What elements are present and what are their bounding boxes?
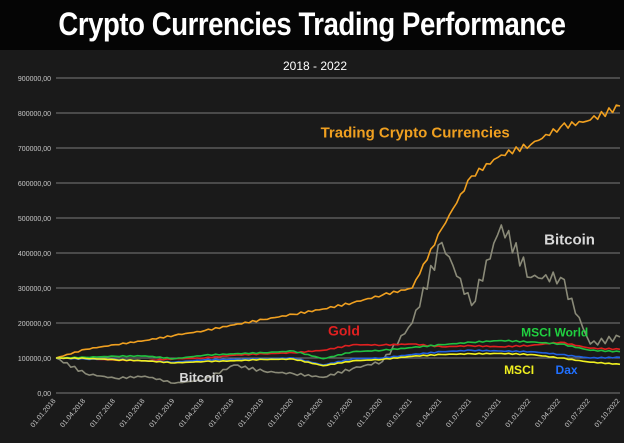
x-tick-label: 01.01.2018 (30, 398, 58, 429)
y-tick-label: 700000,00 (18, 146, 51, 153)
x-tick-label: 01.04.2018 (59, 398, 87, 429)
y-tick-label: 400000,00 (18, 251, 51, 258)
x-tick-label: 01.10.2021 (475, 398, 503, 429)
x-tick-label: 01.07.2021 (445, 398, 473, 429)
x-tick-label: 01.01.2020 (267, 398, 295, 429)
x-tick-label: 01.07.2020 (326, 398, 354, 429)
grid-lines (56, 77, 620, 394)
series-annotation: Trading Crypto Currencies (321, 125, 510, 142)
x-tick-label: 01.10.2022 (594, 398, 622, 429)
y-tick-label: 600000,00 (18, 181, 51, 188)
x-tick-label: 01.07.2018 (89, 398, 117, 429)
chart-title: Crypto Currencies Trading Performance (58, 6, 566, 42)
annotations: Trading Crypto Currencies Bitcoin Gold MSCI… (179, 125, 595, 385)
x-tick-label: 01.10.2018 (119, 398, 147, 429)
y-tick-label: 900000,00 (18, 76, 51, 83)
y-tick-label: 300000,00 (18, 286, 51, 293)
title-banner: Crypto Currencies Trading Performance (0, 0, 624, 50)
series-annotation: Dax (556, 363, 578, 377)
x-tick-label: 01.07.2022 (564, 398, 592, 429)
series-annotation: Bitcoin (544, 231, 595, 248)
x-axis: 01.01.2018 01.04.2018 01.07.2018 01.10.2018… (30, 398, 622, 429)
series-annotation: Gold (328, 322, 360, 338)
chart-area: 2018 - 2022 0,00 100000,00 200000,00 300000… (0, 50, 624, 443)
x-tick-label: 01.04.2020 (297, 398, 325, 429)
y-tick-label: 800000,00 (18, 111, 51, 118)
series-annotation: Bitcoin (179, 370, 223, 385)
series-line (55, 339, 621, 360)
series-line (55, 224, 621, 385)
y-tick-label: 200000,00 (18, 321, 51, 328)
x-tick-label: 01.01.2022 (505, 398, 533, 429)
series-line (55, 352, 621, 367)
x-tick-label: 01.10.2020 (356, 398, 384, 429)
x-tick-label: 01.04.2021 (416, 398, 444, 429)
series-line (55, 104, 621, 359)
series-annotation: MSCI World (521, 325, 588, 339)
x-tick-label: 01.01.2019 (148, 398, 176, 429)
y-tick-label: 0,00 (37, 391, 51, 398)
x-tick-label: 01.01.2021 (386, 398, 414, 429)
x-tick-label: 01.04.2019 (178, 398, 206, 429)
x-tick-label: 01.10.2019 (237, 398, 265, 429)
series-annotation: MSCI (504, 363, 534, 377)
x-tick-label: 01.07.2019 (208, 398, 236, 429)
y-axis: 0,00 100000,00 200000,00 300000,00 400000,00… (18, 76, 51, 398)
x-tick-label: 01.04.2022 (534, 398, 562, 429)
series-lines (55, 104, 621, 385)
line-chart: 2018 - 2022 0,00 100000,00 200000,00 300000… (18, 59, 622, 429)
chart-subtitle: 2018 - 2022 (283, 59, 347, 73)
y-tick-label: 500000,00 (18, 216, 51, 223)
y-tick-label: 100000,00 (18, 356, 51, 363)
